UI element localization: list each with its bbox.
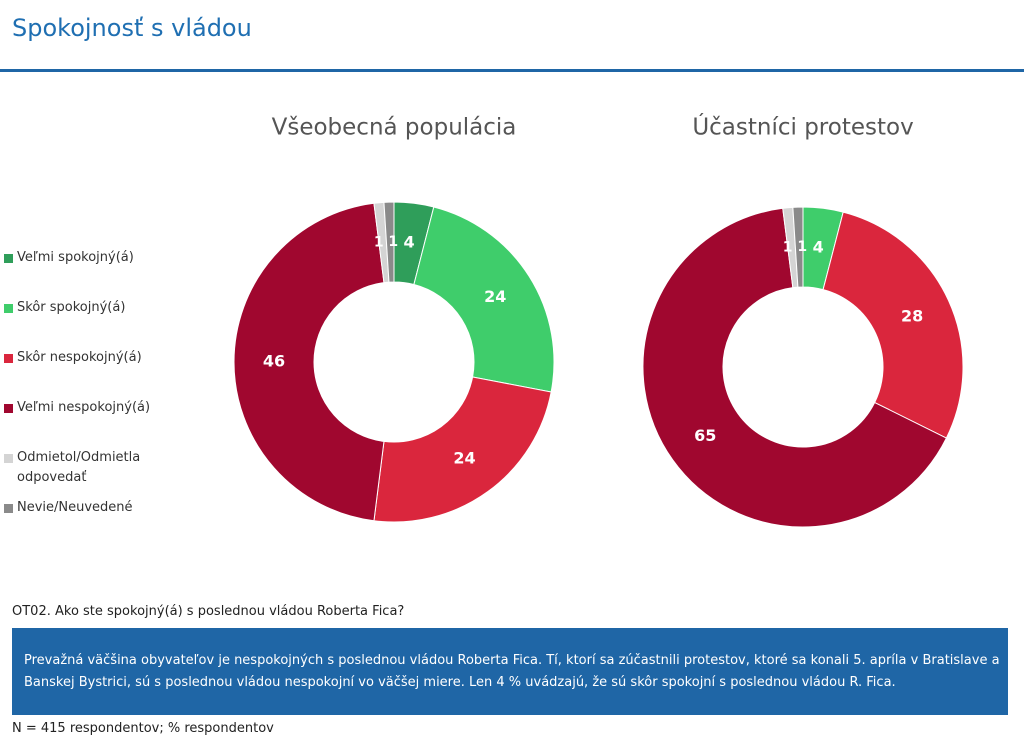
data-label: 1 (783, 240, 793, 256)
data-label: 1 (797, 239, 807, 255)
data-label: 24 (453, 449, 475, 468)
legend-label: Skôr nespokojný(á) (17, 350, 142, 365)
chart-title: Všeobecná populácia (272, 115, 517, 141)
data-label: 46 (263, 352, 285, 371)
title-rule (0, 69, 1024, 72)
chart-title: Účastníci protestov (692, 113, 913, 141)
legend-label: Veľmi nespokojný(á) (17, 400, 151, 415)
legend-swatch (4, 304, 13, 313)
legend-item: Nevie/Neuvedené (4, 498, 133, 518)
data-label: 4 (813, 237, 824, 256)
donut-segment (383, 201, 395, 283)
legend-label: Nevie/Neuvedené (17, 500, 133, 515)
legend-item: Odmietol/Odmietla odpovedať (4, 448, 174, 488)
footnote: N = 415 respondentov; % respondentov (12, 721, 274, 736)
donut-segment (233, 202, 385, 522)
legend-item: Veľmi spokojný(á) (4, 248, 134, 268)
legend-item: Skôr nespokojný(á) (4, 348, 142, 368)
summary-box: Prevažná väčšina obyvateľov je nespokojn… (12, 628, 1008, 715)
legend-swatch (4, 404, 13, 413)
page-title: Spokojnosť s vládou (12, 14, 252, 42)
data-label: 28 (901, 307, 923, 326)
donut-segment (373, 376, 552, 523)
data-label: 24 (484, 287, 506, 306)
legend-swatch (4, 354, 13, 363)
legend-label: Skôr spokojný(á) (17, 300, 126, 315)
data-label: 65 (694, 426, 716, 445)
donut-segment (642, 207, 948, 528)
donut-segment (792, 206, 804, 288)
donut-segment (413, 206, 555, 393)
question: OT02. Ako ste spokojný(á) s poslednou vl… (12, 604, 405, 619)
data-label: 1 (374, 235, 384, 251)
legend-label: Odmietol/Odmietla odpovedať (17, 450, 141, 485)
legend-swatch (4, 454, 13, 463)
legend-label: Veľmi spokojný(á) (17, 250, 134, 265)
donut-segment (822, 211, 964, 439)
legend-item: Skôr spokojný(á) (4, 298, 125, 318)
legend-item: Veľmi nespokojný(á) (4, 398, 150, 418)
legend-swatch (4, 254, 13, 263)
data-label: 4 (403, 232, 414, 251)
data-label: 1 (388, 234, 398, 250)
legend-swatch (4, 504, 13, 513)
